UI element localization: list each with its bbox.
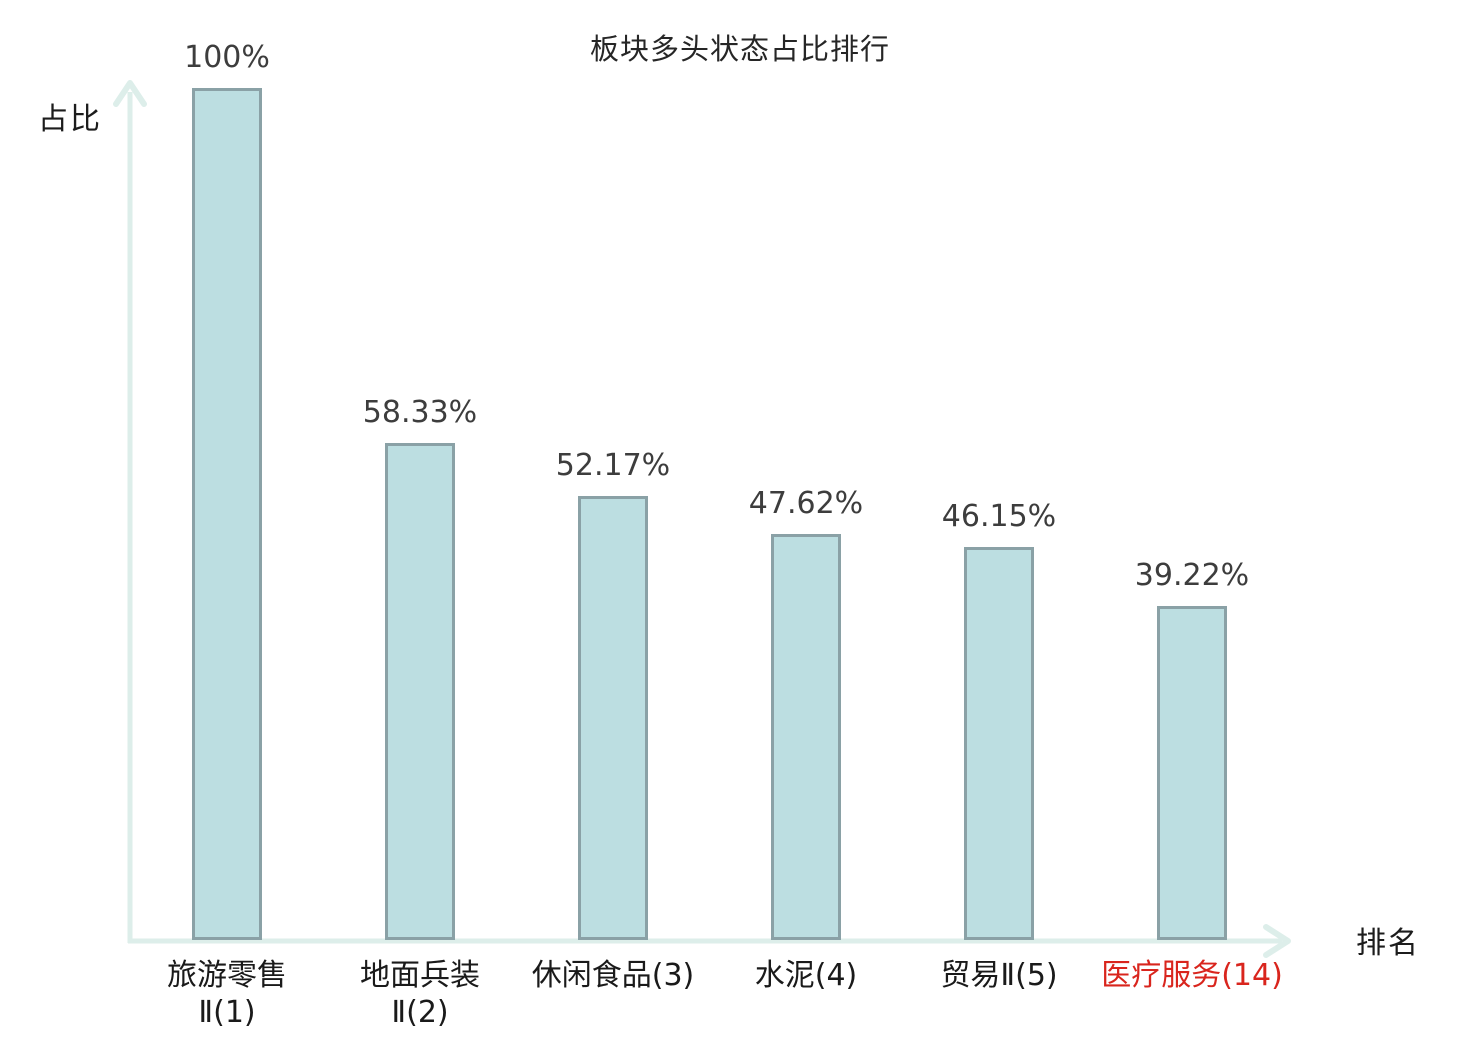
x-tick-label: 地面兵装 Ⅱ(2): [360, 958, 480, 1030]
bar-value-label: 46.15%: [941, 499, 1057, 534]
bar-value-label: 58.33%: [362, 395, 478, 430]
bar-2: [385, 443, 455, 940]
x-tick-label: 旅游零售 Ⅱ(1): [167, 958, 287, 1030]
chart-title: 板块多头状态占比排行: [589, 32, 890, 66]
bar-value-label: 47.62%: [748, 486, 864, 521]
bar-1: [192, 88, 262, 940]
y-axis-arrow-icon: [113, 80, 147, 107]
bar-5: [964, 547, 1034, 940]
x-axis-label: 排名: [1356, 926, 1420, 961]
x-tick-label: 水泥(4): [754, 958, 858, 993]
bar-value-label: 52.17%: [555, 448, 671, 483]
bar-6: [1157, 606, 1227, 940]
x-tick-label: 医疗服务(14): [1101, 958, 1283, 993]
bar-3: [578, 496, 648, 940]
x-axis-arrow-icon: [1263, 924, 1291, 958]
bar-value-label: 39.22%: [1134, 558, 1250, 593]
bar-value-label: 100%: [184, 40, 270, 75]
bar-4: [771, 534, 841, 940]
y-axis-label: 占比: [38, 102, 102, 137]
x-tick-label: 贸易Ⅱ(5): [940, 958, 1058, 993]
x-tick-label: 休闲食品(3): [531, 958, 695, 993]
